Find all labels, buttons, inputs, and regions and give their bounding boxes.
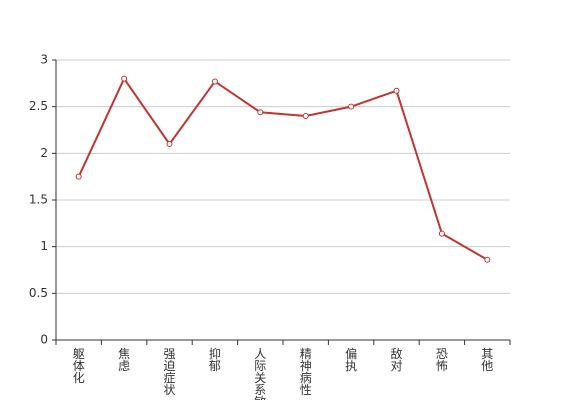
y-tick-label: 1: [40, 239, 48, 253]
point: [484, 256, 491, 263]
x-tick-label: 其他: [481, 347, 494, 373]
point: [166, 141, 173, 147]
x-tick-label: 人际关系敏感: [254, 347, 267, 400]
point: [257, 109, 264, 116]
point: [393, 87, 400, 94]
y-tick-label: 2.5: [29, 99, 48, 113]
point: [348, 103, 355, 110]
y-tick-label: 2: [40, 146, 48, 160]
point: [75, 173, 82, 180]
x-tick-label: 抑郁: [208, 347, 221, 373]
x-tick-label: 躯体化: [72, 347, 85, 385]
point: [211, 78, 218, 85]
y-tick-label: 1.5: [29, 193, 48, 207]
x-tick-label: 敌对: [390, 347, 403, 373]
x-tick-label: 恐怖: [435, 347, 448, 373]
y-tick-label: 0: [40, 333, 48, 347]
x-tick-label: 焦虑: [118, 347, 131, 373]
line: [77, 76, 488, 261]
point: [121, 75, 128, 82]
y-tick-label: 3: [40, 53, 48, 67]
point: [302, 113, 309, 119]
y-tick-label: 0.5: [29, 286, 48, 300]
x-tick-label: 偏执: [345, 347, 358, 373]
x-tick-label: 强迫症状: [163, 347, 176, 397]
x-tick-label: 精神病性: [299, 347, 312, 397]
point: [438, 230, 445, 237]
